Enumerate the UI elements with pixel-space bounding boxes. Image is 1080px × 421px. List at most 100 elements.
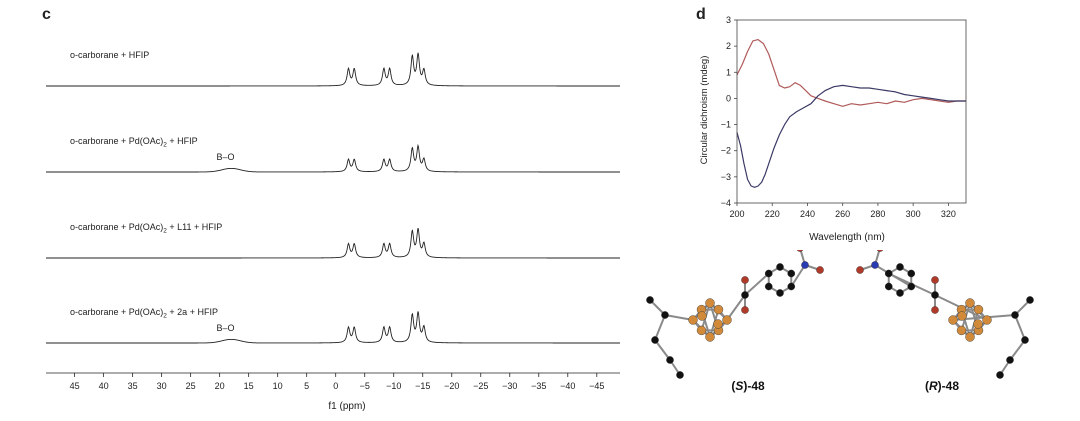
nmr-spectrum: o-carborane + Pd(OAc)2 + L11 + HFIP — [46, 222, 620, 259]
carbon-atom — [896, 263, 904, 271]
cd-y-tick-label: −4 — [721, 198, 731, 208]
carbon-atom — [996, 371, 1004, 379]
nmr-tick-label: −10 — [386, 381, 401, 391]
bond — [654, 314, 666, 341]
oxygen-atom — [856, 266, 864, 274]
carbon-atom — [776, 263, 784, 271]
nmr-spectrum-label: o-carborane + HFIP — [70, 50, 149, 60]
nmr-spectrum-label: o-carborane + Pd(OAc)2 + 2a + HFIP — [70, 307, 218, 320]
nmr-panel: c o-carborane + HFIP o-carborane + Pd(OAc… — [42, 6, 620, 412]
cd-y-axis-label: Circular dichroism (mdeg) — [699, 56, 710, 165]
r-48-structure — [856, 244, 1034, 379]
nmr-tick-label: −35 — [531, 381, 546, 391]
carbon-atom — [1026, 296, 1034, 304]
cd-x-tick-label: 300 — [906, 209, 921, 219]
nmr-tick-label: −45 — [589, 381, 604, 391]
nmr-tick-label: −20 — [444, 381, 459, 391]
carbon-atom — [1011, 311, 1019, 319]
panel-letter-c: c — [42, 6, 51, 23]
carbon-atom — [907, 282, 916, 291]
cd-series-line — [736, 38, 966, 107]
boron-atom — [973, 304, 984, 315]
cd-series-line — [736, 84, 966, 188]
carbon-atom — [776, 289, 784, 297]
cd-y-tick-label: 2 — [726, 41, 731, 51]
nmr-trace — [46, 311, 620, 344]
cd-y-tick-label: −3 — [721, 172, 731, 182]
bond — [654, 339, 671, 361]
boron-atom — [696, 325, 707, 336]
carbon-atom — [787, 269, 796, 278]
nmr-tick-label: 20 — [215, 381, 225, 391]
nmr-tick-label: −40 — [560, 381, 575, 391]
oxygen-atom — [796, 244, 804, 252]
boron-atom — [713, 304, 724, 315]
nmr-tick-label: 30 — [157, 381, 167, 391]
cd-y-tick-label: 1 — [726, 67, 731, 77]
carbon-atom — [884, 282, 893, 291]
nmr-tick-label: −25 — [473, 381, 488, 391]
boron-atom — [957, 311, 967, 321]
cd-y-tick-label: 0 — [726, 93, 731, 103]
cd-x-tick-label: 260 — [835, 209, 850, 219]
carbon-atom — [907, 269, 916, 278]
boron-atom — [697, 311, 707, 321]
oxygen-atom — [931, 306, 939, 314]
nmr-tick-label: 40 — [99, 381, 109, 391]
nmr-tick-label: 35 — [128, 381, 138, 391]
carbon-atom — [741, 291, 749, 299]
cd-chart: −4 −3 −2 −1 0 1 2 3 200 220 240 260 280 300 320 Wavele… — [699, 15, 967, 243]
boron-atom — [705, 332, 715, 342]
nmr-tick-label: 10 — [273, 381, 283, 391]
cd-panel: d −4 −3 −2 −1 0 1 2 3 200 220 240 260 280 300 320 Wave… — [690, 0, 1080, 250]
boron-atom — [965, 298, 975, 308]
bond — [1009, 339, 1026, 361]
panel-letter-d: d — [696, 6, 706, 23]
carbon-atom — [1021, 336, 1029, 344]
cd-plot-frame — [736, 19, 967, 204]
oxygen-atom — [816, 266, 824, 274]
molecule-graphics: (S)-48 (R)-48 — [646, 244, 1034, 393]
nmr-tick-label: 0 — [333, 381, 338, 391]
boron-atom — [688, 315, 698, 325]
bond — [790, 264, 806, 288]
carbon-atom — [931, 291, 939, 299]
boron-atom — [722, 315, 732, 325]
nmr-x-axis-label: f1 (ppm) — [328, 401, 365, 412]
cd-x-tick-label: 200 — [729, 209, 744, 219]
nmr-tick-label: 5 — [304, 381, 309, 391]
nmr-spectrum-label: o-carborane + Pd(OAc)2 + HFIP — [70, 136, 198, 149]
nmr-spectrum-label: o-carborane + Pd(OAc)2 + L11 + HFIP — [70, 222, 222, 235]
nmr-tick-label: −5 — [360, 381, 370, 391]
b-o-annotation: B–O — [216, 323, 234, 333]
boron-atom — [948, 315, 958, 325]
nitrogen-atom — [801, 261, 809, 269]
bond — [744, 272, 770, 296]
cd-x-tick-label: 320 — [941, 209, 956, 219]
boron-atom — [973, 319, 983, 329]
nmr-tick-label: 45 — [70, 381, 80, 391]
boron-atom — [982, 315, 992, 325]
cd-y-tick-label: 3 — [726, 15, 731, 25]
carbon-atom — [896, 289, 904, 297]
nmr-chart: o-carborane + HFIP o-carborane + Pd(OAc)2… — [46, 50, 620, 412]
bond — [664, 314, 694, 321]
carbon-atom — [676, 371, 684, 379]
carbon-atom — [651, 336, 659, 344]
cd-x-tick-label: 240 — [800, 209, 815, 219]
bond — [874, 264, 912, 288]
carbon-atom — [666, 356, 674, 364]
carbon-atom — [661, 311, 669, 319]
s-48-label: (S)-48 — [731, 379, 765, 393]
oxygen-atom — [741, 306, 749, 314]
cd-x-tick-label: 220 — [765, 209, 780, 219]
cd-y-tick-label: −1 — [721, 120, 731, 130]
nmr-tick-label: 25 — [186, 381, 196, 391]
nmr-tick-label: −15 — [415, 381, 430, 391]
boron-atom — [956, 325, 967, 336]
oxygen-atom — [741, 276, 749, 284]
oxygen-atom — [931, 276, 939, 284]
b-o-annotation: B–O — [216, 152, 234, 162]
nmr-spectrum: o-carborane + Pd(OAc)2 + HFIP B–O — [46, 136, 620, 173]
carbon-atom — [1006, 356, 1014, 364]
